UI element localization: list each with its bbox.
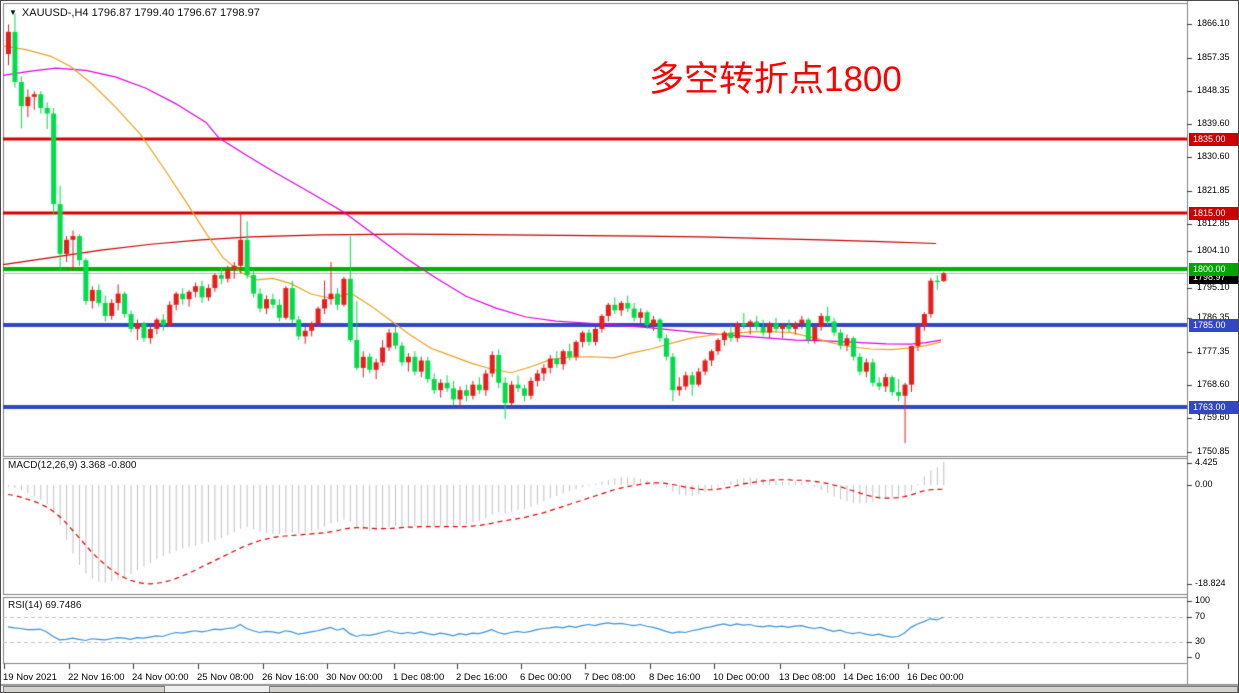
axis-tick-label: 1857.35 <box>1197 52 1230 62</box>
time-tick-label: 26 Nov 16:00 <box>262 672 319 683</box>
annotation-text[interactable]: 多空转折点1800 <box>649 60 902 99</box>
axis-tick-label: 1804.10 <box>1197 245 1230 255</box>
time-tick-label: 7 Dec 08:00 <box>584 672 636 683</box>
axis-tick-label: 1830.60 <box>1197 151 1230 161</box>
axis-tick-label: 1786.35 <box>1197 312 1230 322</box>
scrollbar-segment[interactable] <box>269 686 1238 692</box>
axis-tick-label: 1839.60 <box>1197 118 1230 128</box>
time-tick-label: 10 Dec 00:00 <box>713 672 770 683</box>
axis-tick-label: 1777.35 <box>1197 346 1230 356</box>
time-tick-label: 22 Nov 16:00 <box>68 672 125 683</box>
axis-tick-label: 0.00 <box>1195 479 1213 489</box>
scrollbar-segment[interactable] <box>3 686 165 692</box>
price-level-label: 1763.00 <box>1189 401 1238 414</box>
price-level-label: 1815.00 <box>1189 207 1238 220</box>
time-tick-label: 2 Dec 16:00 <box>456 672 508 683</box>
price-level-label: 1785.00 <box>1189 319 1238 332</box>
axis-tick-label: 1812.85 <box>1197 218 1230 228</box>
time-tick-label: 1 Dec 08:00 <box>393 672 445 683</box>
time-tick-label: 13 Dec 08:00 <box>779 672 836 683</box>
axis-tick-label: 70 <box>1195 611 1206 621</box>
time-tick-label: 14 Dec 16:00 <box>843 672 900 683</box>
axis-tick-label: 1866.10 <box>1197 18 1230 28</box>
time-tick-label: 25 Nov 08:00 <box>197 672 254 683</box>
chart-title: ▼ XAUUSD-,H4 1796.87 1799.40 1796.67 1798… <box>9 7 260 19</box>
time-tick-label: 8 Dec 16:00 <box>649 672 701 683</box>
time-tick-label: 19 Nov 2021 <box>3 672 57 683</box>
chevron-down-icon[interactable]: ▼ <box>9 8 17 17</box>
rsi-label: RSI(14) 69.7486 <box>8 600 82 611</box>
macd-label: MACD(12,26,9) 3.368 -0.800 <box>8 460 137 471</box>
axis-tick-label: 1768.60 <box>1197 379 1230 389</box>
bottom-scrollbar[interactable] <box>1 685 1238 692</box>
axis-tick-label: -18.824 <box>1195 578 1226 588</box>
axis-tick-label: 30 <box>1195 636 1206 646</box>
axis-tick-label: 1821.85 <box>1197 185 1230 195</box>
chart-title-text: XAUUSD-,H4 1796.87 1799.40 1796.67 1798.… <box>21 7 260 19</box>
axis-tick-label: 1750.85 <box>1197 446 1230 456</box>
time-tick-label: 30 Nov 00:00 <box>326 672 383 683</box>
axis-tick-label: 1759.60 <box>1197 412 1230 422</box>
price-level-label: 1835.00 <box>1189 133 1238 146</box>
axis-tick-label: 100 <box>1195 595 1211 605</box>
axis-tick-label: 1795.10 <box>1197 282 1230 292</box>
time-tick-label: 6 Dec 00:00 <box>520 672 572 683</box>
axis-tick-label: 4.425 <box>1195 457 1218 467</box>
time-tick-label: 24 Nov 00:00 <box>132 672 189 683</box>
axis-tick-label: 1848.35 <box>1197 85 1230 95</box>
time-tick-label: 16 Dec 00:00 <box>907 672 964 683</box>
axis-tick-label: 0 <box>1195 651 1201 661</box>
price-level-label: 1800.00 <box>1189 263 1238 276</box>
